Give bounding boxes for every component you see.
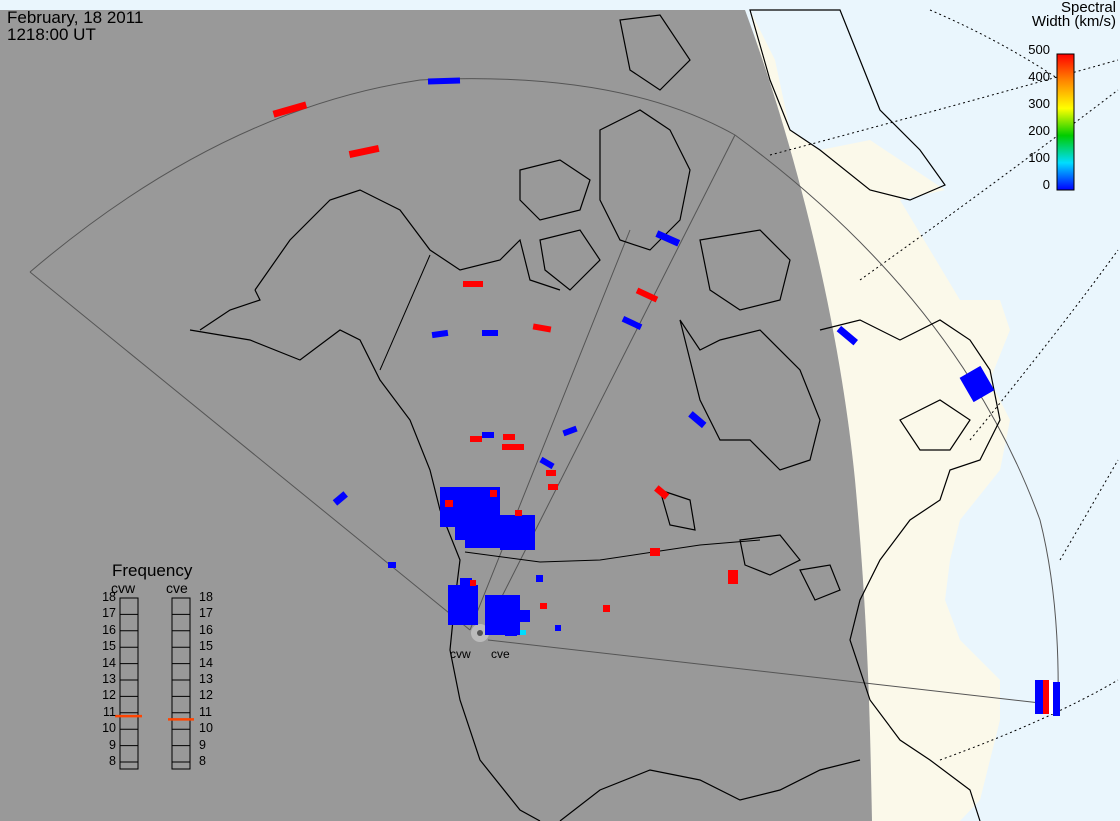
- scatter-cluster-mid: [440, 487, 535, 550]
- frequency-tick-cvw-17: 17: [102, 606, 116, 621]
- frequency-markers: [115, 714, 194, 721]
- fov-outline: [29, 78, 1059, 706]
- frequency-tick-cvw-16: 16: [102, 622, 116, 637]
- colorbar-tick-200: 200: [1028, 123, 1050, 138]
- frequency-tick-cve-17: 17: [199, 606, 213, 621]
- frequency-boxes: [119, 597, 191, 770]
- frequency-tick-cvw-12: 12: [102, 688, 116, 703]
- frequency-tick-cvw-15: 15: [102, 639, 116, 654]
- colorbar-tick-500: 500: [1028, 42, 1050, 57]
- frequency-tick-cve-16: 16: [199, 622, 213, 637]
- scatter-cluster-near: [448, 578, 530, 636]
- frequency-tick-cve-11: 11: [199, 704, 212, 719]
- frequency-tick-cve-15: 15: [199, 639, 213, 654]
- frequency-tick-cve-8: 8: [199, 754, 206, 768]
- frequency-tick-cve-14: 14: [199, 655, 213, 670]
- latitude-grid: [769, 9, 1119, 761]
- colorbar-tick-0: 0: [1042, 177, 1050, 192]
- colorbar-tick-100: 100: [1028, 150, 1050, 165]
- colorbar-scale: [1056, 53, 1075, 191]
- frequency-tick-cve-9: 9: [199, 737, 206, 752]
- frequency-tick-cvw-13: 13: [102, 672, 116, 686]
- borders: [379, 254, 761, 563]
- colorbar-title-line1: Spectral: [1060, 0, 1116, 16]
- frequency-tick-cvw-9: 9: [109, 737, 116, 752]
- station-label-cve: cve: [491, 647, 510, 661]
- colorbar-tick-300: 300: [1028, 96, 1050, 111]
- frequency-tick-cve-18: 18: [199, 590, 213, 604]
- colorbar-title-line2: Width (km/s): [1031, 13, 1116, 30]
- frequency-tick-cvw-8: 8: [109, 754, 116, 768]
- coastlines: [189, 9, 1001, 821]
- colorbar-tick-400: 400: [1028, 69, 1050, 84]
- frequency-radar-cvw: cvw: [111, 580, 136, 596]
- frequency-tick-cve-13: 13: [199, 672, 213, 686]
- day-land: [750, 10, 1010, 821]
- frequency-radar-cve: cve: [166, 580, 188, 596]
- frequency-tick-cvw-10: 10: [102, 721, 116, 736]
- night-side: [0, 10, 872, 821]
- date-label: February, 18 2011: [7, 8, 144, 27]
- frequency-tick-cve-12: 12: [199, 688, 213, 703]
- station-dot: [477, 630, 483, 636]
- scatter-echoes: [272, 77, 1060, 716]
- frequency-tick-cvw-18: 18: [102, 590, 116, 604]
- frequency-tick-cvw-14: 14: [102, 655, 116, 670]
- frequency-tick-cve-10: 10: [199, 721, 213, 736]
- frequency-title: Frequency: [112, 561, 193, 580]
- frequency-tick-cvw-11: 11: [103, 704, 116, 719]
- station-label-cvw: cvw: [450, 647, 471, 661]
- time-label: 1218:00 UT: [7, 25, 96, 44]
